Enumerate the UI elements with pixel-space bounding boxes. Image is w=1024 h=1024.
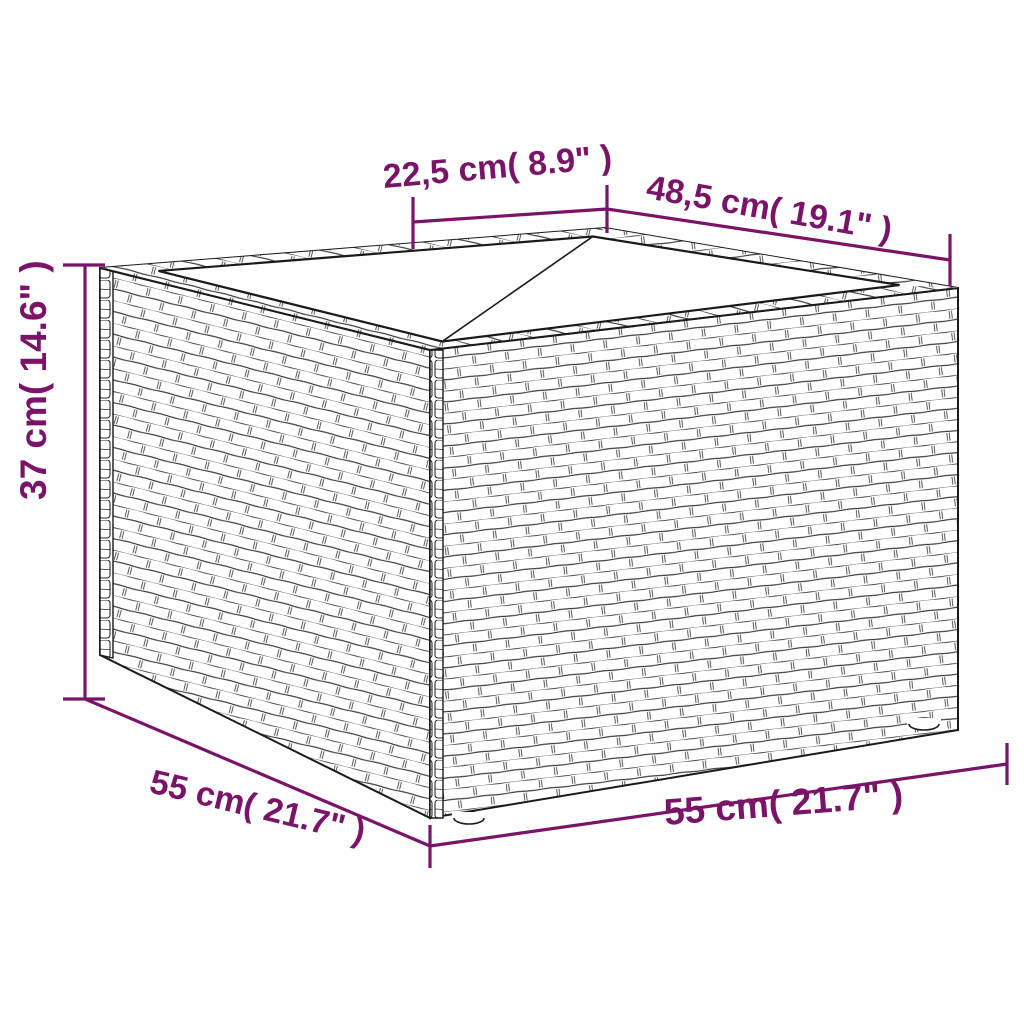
svg-text:37 cm( 14.6" ): 37 cm( 14.6" ) xyxy=(13,260,54,500)
